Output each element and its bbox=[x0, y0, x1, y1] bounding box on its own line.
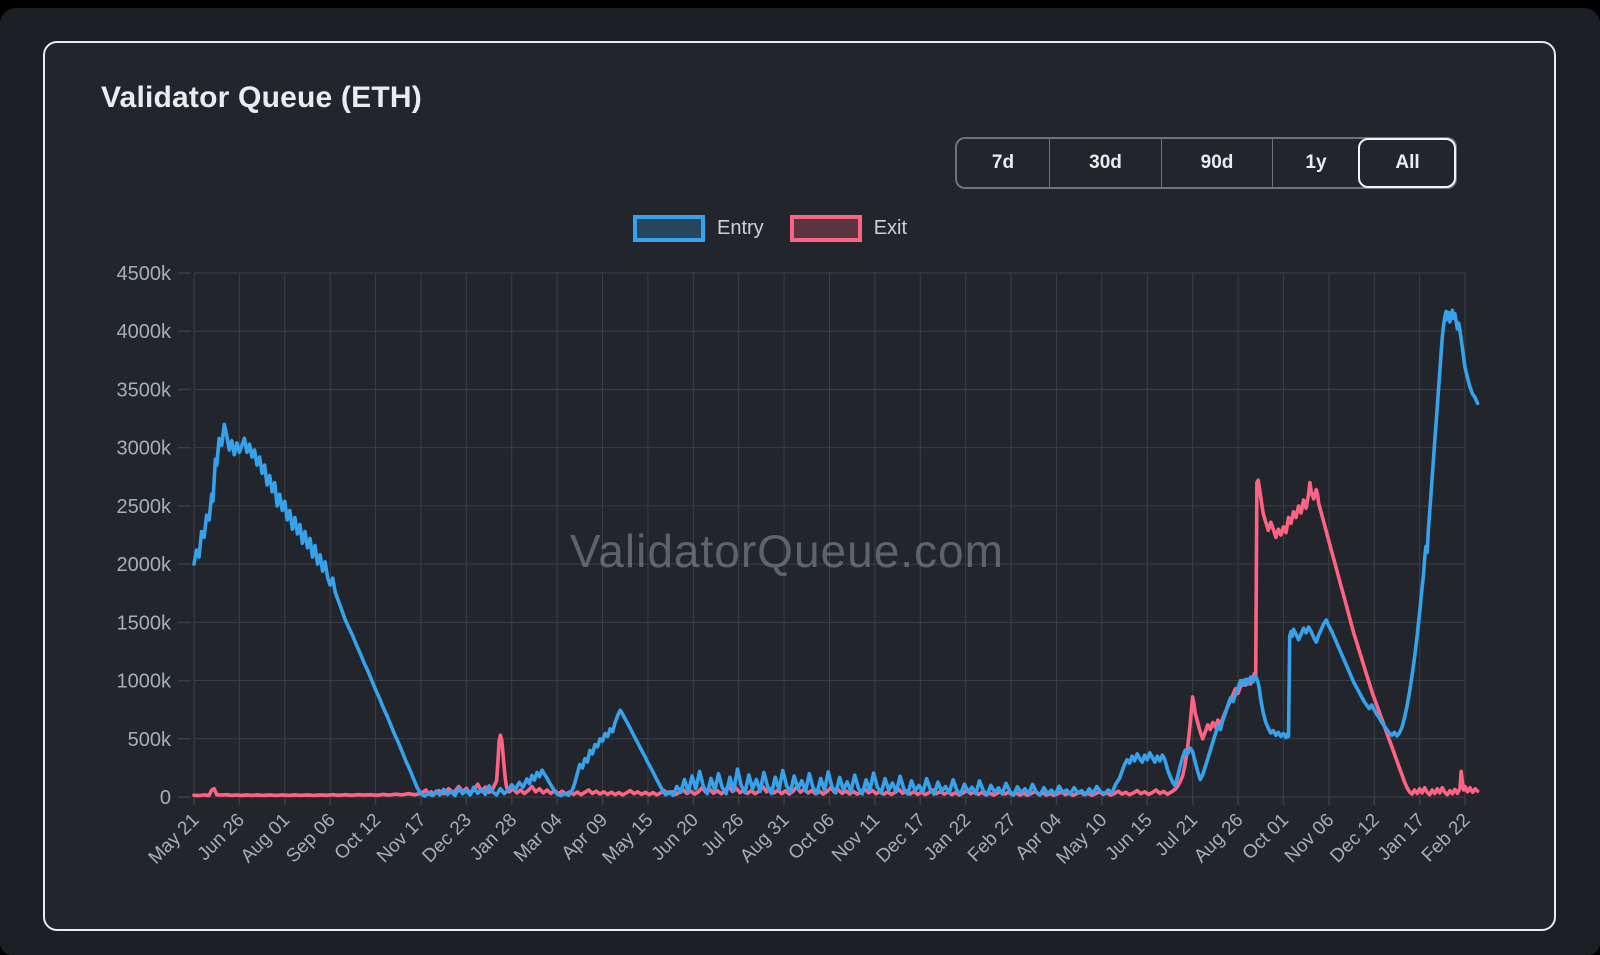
legend-item-exit[interactable]: Exit bbox=[789, 215, 908, 242]
svg-text:3000k: 3000k bbox=[117, 438, 172, 460]
range-button-90d[interactable]: 90d bbox=[1161, 139, 1272, 187]
time-range-button-group: 7d 30d 90d 1y All bbox=[955, 137, 1457, 189]
entry-series-swatch bbox=[633, 215, 705, 242]
svg-text:Dec 17: Dec 17 bbox=[872, 810, 929, 867]
svg-text:Aug 01: Aug 01 bbox=[237, 810, 294, 867]
svg-text:1500k: 1500k bbox=[117, 612, 172, 634]
svg-text:May 21: May 21 bbox=[145, 810, 204, 869]
svg-text:Jan 28: Jan 28 bbox=[466, 810, 521, 865]
chart-series-lines bbox=[192, 308, 1480, 798]
svg-text:Jan 22: Jan 22 bbox=[920, 810, 975, 865]
legend-entry-label: Entry bbox=[717, 217, 764, 239]
svg-text:2000k: 2000k bbox=[117, 554, 172, 576]
svg-text:4000k: 4000k bbox=[117, 321, 172, 343]
svg-text:Aug 31: Aug 31 bbox=[736, 810, 793, 867]
svg-text:Feb 27: Feb 27 bbox=[964, 810, 1021, 867]
svg-text:Dec 12: Dec 12 bbox=[1326, 810, 1383, 867]
legend-item-entry[interactable]: Entry bbox=[633, 215, 764, 242]
svg-text:4500k: 4500k bbox=[117, 263, 172, 285]
page-title: Validator Queue (ETH) bbox=[101, 81, 422, 114]
svg-text:Feb 22: Feb 22 bbox=[1418, 810, 1475, 867]
chart-legend: Entry Exit bbox=[633, 215, 907, 242]
svg-text:0: 0 bbox=[160, 787, 171, 809]
svg-text:Oct 06: Oct 06 bbox=[785, 810, 839, 864]
series-line-entry bbox=[192, 308, 1480, 798]
svg-text:May 10: May 10 bbox=[1052, 810, 1111, 869]
range-button-1y[interactable]: 1y bbox=[1272, 139, 1359, 187]
legend-exit-label: Exit bbox=[873, 217, 908, 239]
validator-queue-card: Validator Queue (ETH) 7d 30d 90d 1y All … bbox=[43, 41, 1556, 931]
svg-text:Jun 20: Jun 20 bbox=[648, 810, 703, 865]
range-button-7d[interactable]: 7d bbox=[957, 139, 1049, 187]
svg-text:1000k: 1000k bbox=[117, 671, 172, 693]
svg-text:3500k: 3500k bbox=[117, 379, 172, 401]
svg-text:500k: 500k bbox=[128, 729, 172, 751]
svg-text:Nov 06: Nov 06 bbox=[1281, 810, 1338, 867]
range-button-all[interactable]: All bbox=[1358, 138, 1456, 188]
validator-queue-chart[interactable]: 0 500k 1000k 1500k 2000k 2500k 3000k 3500k 4000k… bbox=[45, 43, 1554, 929]
svg-text:Nov 11: Nov 11 bbox=[828, 810, 884, 866]
app-window: Validator Queue (ETH) 7d 30d 90d 1y All … bbox=[0, 8, 1600, 955]
svg-text:Aug 26: Aug 26 bbox=[1190, 810, 1247, 867]
svg-text:Jun 15: Jun 15 bbox=[1102, 810, 1157, 865]
series-line-exit bbox=[192, 478, 1480, 798]
svg-text:Mar 04: Mar 04 bbox=[510, 809, 567, 866]
svg-text:Sep 06: Sep 06 bbox=[282, 810, 339, 867]
svg-text:Jan 17: Jan 17 bbox=[1374, 810, 1429, 865]
watermark: ValidatorQueue.com bbox=[570, 525, 1004, 577]
svg-text:Nov 17: Nov 17 bbox=[373, 810, 430, 867]
svg-text:Dec 23: Dec 23 bbox=[418, 810, 475, 867]
range-button-30d[interactable]: 30d bbox=[1049, 139, 1161, 187]
svg-text:May 15: May 15 bbox=[599, 810, 658, 869]
svg-text:2500k: 2500k bbox=[117, 496, 172, 518]
exit-series-swatch bbox=[789, 215, 862, 242]
